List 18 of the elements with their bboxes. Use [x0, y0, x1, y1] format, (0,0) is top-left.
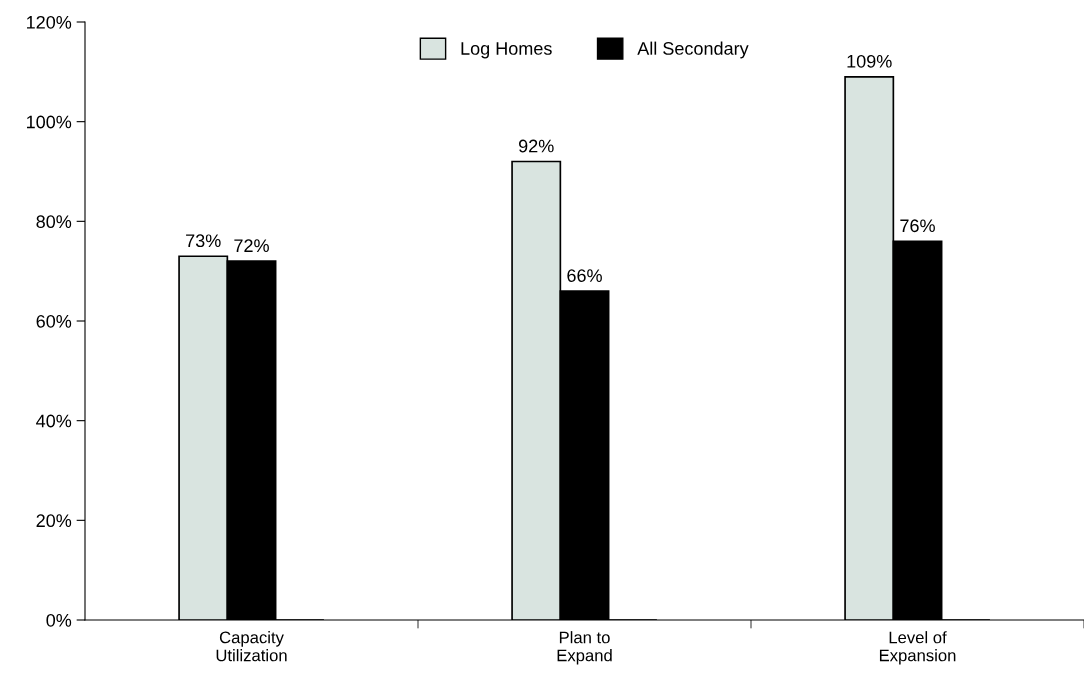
y-tick-label: 100% [27, 115, 72, 129]
data-label: 92% [518, 139, 554, 153]
legend-label: Log Homes [461, 42, 552, 59]
data-label: 109% [847, 54, 892, 68]
y-tick-label: 0% [46, 613, 72, 627]
x-tick-label: Plan to Expand [557, 631, 612, 665]
y-tick-label: 20% [36, 514, 72, 528]
x-tick-label: Level of Expansion [879, 631, 956, 665]
y-tick-label: 120% [27, 15, 72, 29]
x-tick-label: Capacity Utilization [216, 631, 287, 662]
y-tick-label: 60% [36, 314, 72, 328]
data-label: 72% [234, 239, 269, 253]
legend-label: All Secondary [637, 41, 749, 59]
y-tick-label: 40% [36, 414, 72, 428]
data-label: 73% [186, 234, 221, 248]
data-label: 66% [567, 269, 602, 282]
data-label: 76% [900, 219, 935, 233]
y-tick-label: 80% [36, 215, 72, 229]
